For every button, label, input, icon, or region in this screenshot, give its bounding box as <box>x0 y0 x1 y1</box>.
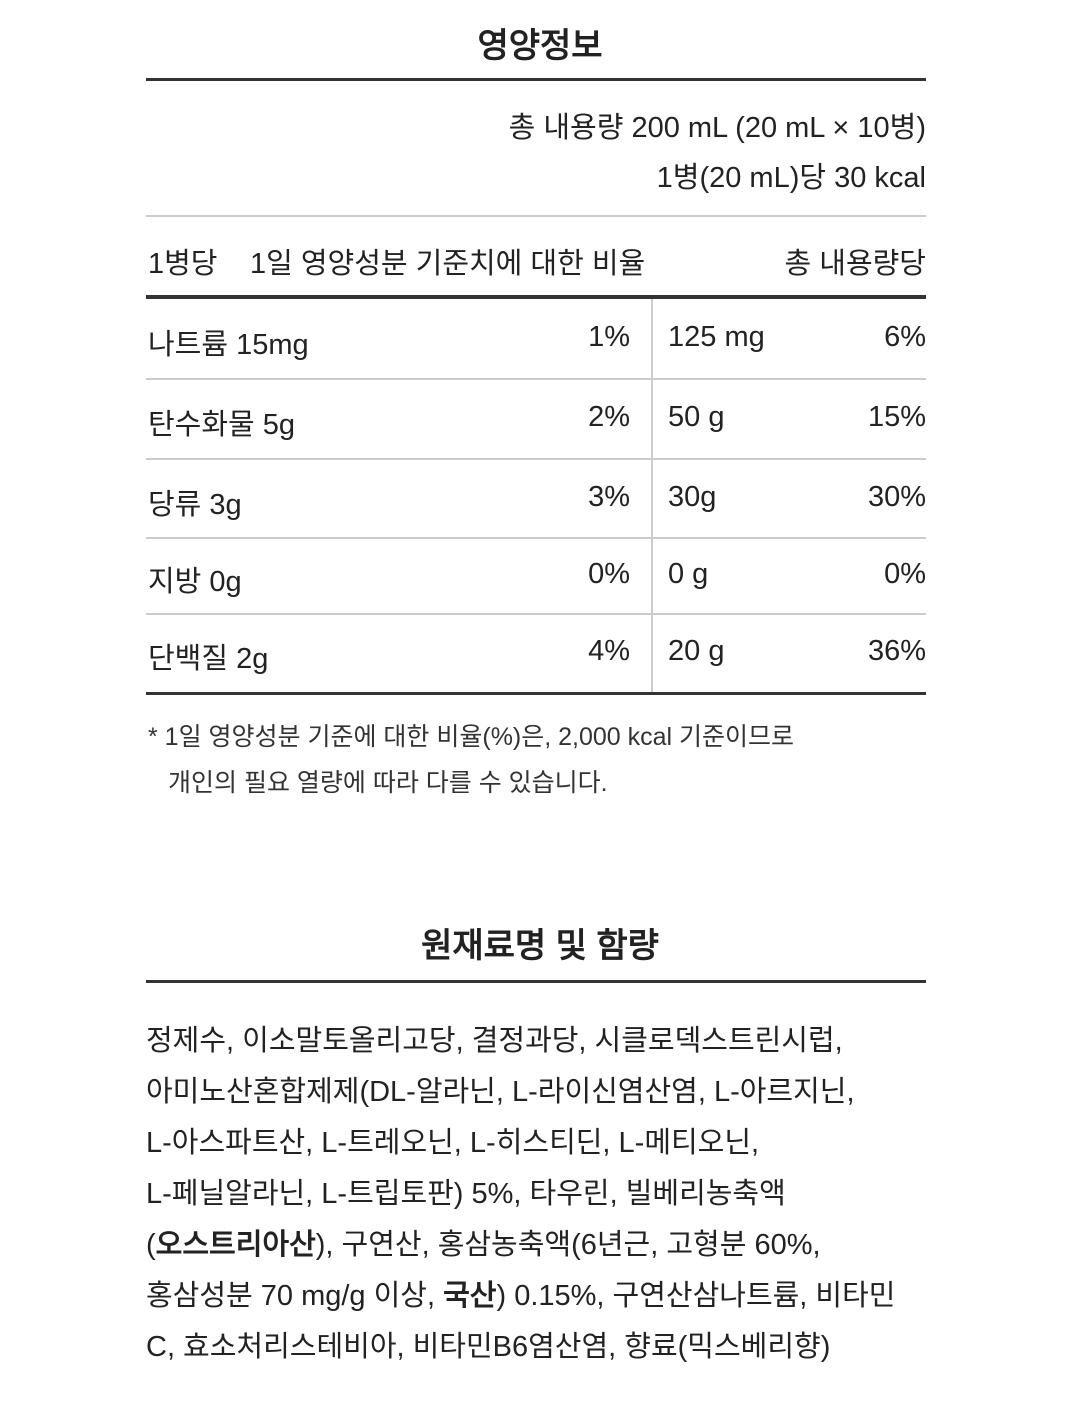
ingredient-line: L-페닐알라닌, L-트립토판) 5%, 타우린, 빌베리농축액 <box>146 1169 936 1220</box>
ingredients-title: 원재료명 및 함량 <box>421 927 659 965</box>
total-amount: 125 mg <box>668 321 765 353</box>
total-amount: 20 g <box>668 635 725 667</box>
header-per-bottle: 1병당 <box>148 248 218 280</box>
nutrient-name: 당류 3g <box>148 488 242 521</box>
ingredient-line: (오스트리아산), 구연산, 홍삼농축액(6년근, 고형분 60%, <box>146 1220 936 1271</box>
ingredient-text: ( <box>146 1229 156 1261</box>
nutrient-name: 탄수화물 5g <box>148 409 296 441</box>
ingredient-text: ), 구연산, 홍삼농축액(6년근, 고형분 60%, <box>315 1229 821 1261</box>
calories: 1병(20 mL)당 30 kcal <box>656 162 926 194</box>
ingredient-line: L-아스파트산, L-트레오닌, L-히스티딘, L-메티오닌, <box>146 1118 936 1169</box>
total-percent: 30% <box>867 480 926 513</box>
row-divider <box>146 458 926 460</box>
nutrient-name: 나트륨 15mg <box>148 329 309 361</box>
ingredient-text: 아미노산혼합제제(DL-알라닌, L-라이신염산염, L-아르지닌, <box>146 1076 855 1108</box>
ingredient-text: ) 0.15%, 구연산삼나트륨, 비타민 <box>496 1280 896 1312</box>
ingredient-text: 홍삼성분 70 mg/g 이상, <box>146 1280 444 1312</box>
footnote-line2: 개인의 필요 열량에 따라 다를 수 있습니다. <box>168 769 608 797</box>
footnote-line1: * 1일 영양성분 기준에 대한 비율(%)은, 2,000 kcal 기준이므… <box>148 723 795 751</box>
total-percent: 36% <box>867 635 926 667</box>
daily-percent: 4% <box>588 635 630 667</box>
title-divider <box>146 78 926 81</box>
row-divider <box>146 537 926 539</box>
daily-percent: 0% <box>588 558 630 590</box>
total-amount: 0 g <box>668 558 709 590</box>
ingredients-divider <box>146 980 926 983</box>
ingredients-list: 정제수, 이소말토올리고당, 결정과당, 시클로덱스트린시럽, 아미노산혼합제제(… <box>146 1016 936 1373</box>
ingredient-line: C, 효소처리스테비아, 비타민B6염산염, 향료(믹스베리향) <box>146 1322 936 1373</box>
column-divider <box>651 299 653 692</box>
total-percent: 15% <box>867 401 926 433</box>
total-percent: 0% <box>884 558 926 590</box>
ingredient-line: 아미노산혼합제제(DL-알라닌, L-라이신염산염, L-아르지닌, <box>146 1067 936 1118</box>
daily-percent: 3% <box>588 480 630 513</box>
daily-percent: 2% <box>588 401 630 433</box>
daily-percent: 1% <box>588 321 630 353</box>
nutrient-name: 지방 0g <box>148 566 242 598</box>
ingredient-line: 정제수, 이소말토올리고당, 결정과당, 시클로덱스트린시럽, <box>146 1016 936 1067</box>
row-divider <box>146 613 926 615</box>
ingredient-text: L-페닐알라닌, L-트립토판) 5%, 타우린, 빌베리농축액 <box>146 1178 786 1210</box>
nutrient-name: 단백질 2g <box>148 643 269 675</box>
header-per-total: 총 내용량당 <box>784 248 926 280</box>
total-amount: 30g <box>668 480 717 513</box>
ingredient-text: 정제수, 이소말토올리고당, 결정과당, 시클로덱스트린시럽, <box>146 1025 843 1057</box>
ingredient-text: L-아스파트산, L-트레오닌, L-히스티딘, L-메티오닌, <box>146 1127 760 1159</box>
divider <box>146 215 926 217</box>
origin-highlight: 오스트리아산 <box>155 1229 316 1261</box>
total-volume: 총 내용량 200 mL (20 mL × 10병) <box>508 112 926 144</box>
nutrition-title: 영양정보 <box>477 27 603 65</box>
total-percent: 6% <box>884 321 926 353</box>
ingredient-line: 홍삼성분 70 mg/g 이상, 국산) 0.15%, 구연산삼나트륨, 비타민 <box>146 1271 936 1322</box>
table-bottom-rule <box>146 692 926 695</box>
total-amount: 50 g <box>668 401 725 433</box>
row-divider <box>146 378 926 380</box>
header-daily-ratio: 1일 영양성분 기준치에 대한 비율 <box>250 248 646 280</box>
origin-highlight: 국산 <box>443 1280 497 1312</box>
table-top-rule <box>146 295 926 299</box>
ingredient-text: C, 효소처리스테비아, 비타민B6염산염, 향료(믹스베리향) <box>146 1331 831 1363</box>
